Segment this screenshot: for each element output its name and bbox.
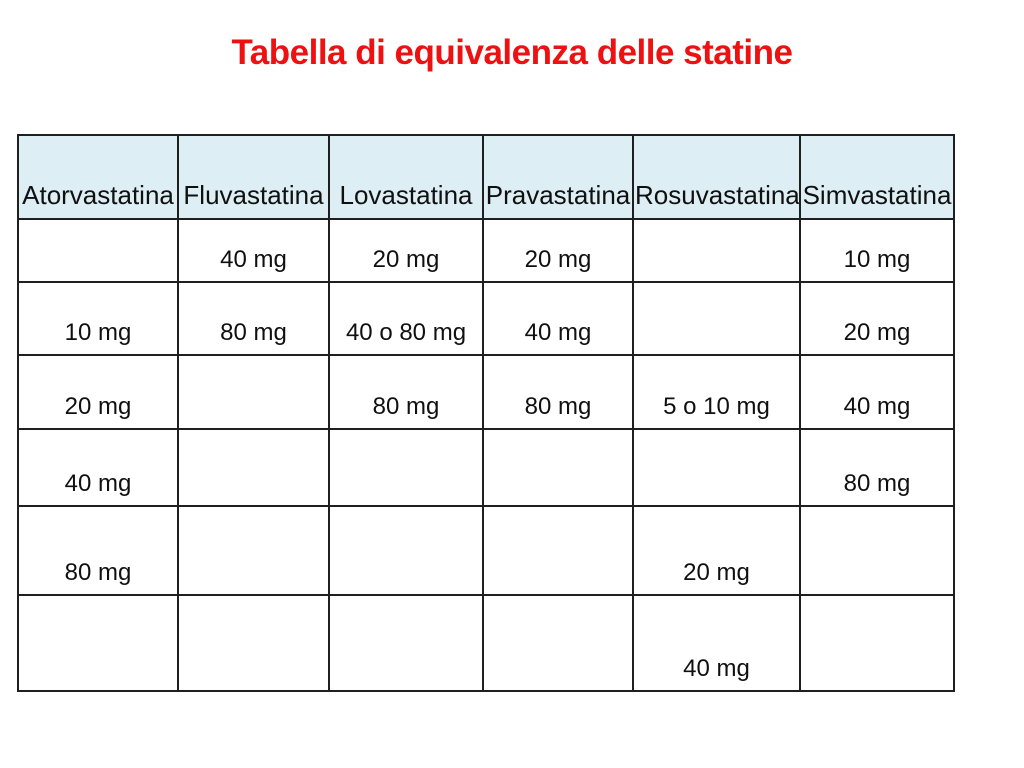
table-cell — [328, 428, 484, 507]
table-header-row: Atorvastatina Fluvastatina Lovastatina P… — [17, 134, 955, 220]
slide-title: Tabella di equivalenza delle statine — [231, 33, 794, 72]
table-body: 40 mg 20 mg 20 mg 10 mg 10 mg 80 mg 40 o… — [17, 218, 955, 692]
table-cell — [482, 594, 634, 692]
table-cell — [17, 218, 179, 283]
table-cell — [632, 428, 801, 507]
table-cell: 40 mg — [17, 428, 179, 507]
table-cell: 20 mg — [799, 281, 955, 356]
table-cell: 40 mg — [482, 281, 634, 356]
table-cell — [177, 428, 330, 507]
table-cell — [177, 354, 330, 430]
table-row: 80 mg 20 mg — [17, 505, 955, 596]
table-cell — [177, 594, 330, 692]
table-cell: 40 mg — [632, 594, 801, 692]
table-cell: 10 mg — [799, 218, 955, 283]
table-cell: 80 mg — [17, 505, 179, 596]
table-row: 20 mg 80 mg 80 mg 5 o 10 mg 40 mg — [17, 354, 955, 430]
table-cell — [17, 594, 179, 692]
statin-equivalence-table: Atorvastatina Fluvastatina Lovastatina P… — [17, 134, 955, 692]
table-cell — [799, 505, 955, 596]
table-cell: 80 mg — [177, 281, 330, 356]
column-header-fluvastatina: Fluvastatina — [177, 134, 330, 220]
table-cell: 40 mg — [177, 218, 330, 283]
table-row: 40 mg 20 mg 20 mg 10 mg — [17, 218, 955, 283]
table-cell — [482, 428, 634, 507]
table-cell — [632, 281, 801, 356]
table-cell: 40 o 80 mg — [328, 281, 484, 356]
column-header-rosuvastatina: Rosuvastatina — [632, 134, 801, 220]
table-row: 40 mg — [17, 594, 955, 692]
table-cell — [799, 594, 955, 692]
table-cell: 40 mg — [799, 354, 955, 430]
table-row: 40 mg 80 mg — [17, 428, 955, 507]
table-cell: 80 mg — [328, 354, 484, 430]
table-cell: 20 mg — [482, 218, 634, 283]
column-header-lovastatina: Lovastatina — [328, 134, 484, 220]
column-header-atorvastatina: Atorvastatina — [17, 134, 179, 220]
table-cell: 5 o 10 mg — [632, 354, 801, 430]
column-header-pravastatina: Pravastatina — [482, 134, 634, 220]
table-cell: 80 mg — [799, 428, 955, 507]
table-cell — [482, 505, 634, 596]
table-cell: 20 mg — [632, 505, 801, 596]
table-cell: 20 mg — [17, 354, 179, 430]
column-header-simvastatina: Simvastatina — [799, 134, 955, 220]
table-cell — [632, 218, 801, 283]
table-cell: 80 mg — [482, 354, 634, 430]
table-row: 10 mg 80 mg 40 o 80 mg 40 mg 20 mg — [17, 281, 955, 356]
table-cell — [328, 505, 484, 596]
table-cell — [177, 505, 330, 596]
table-cell: 10 mg — [17, 281, 179, 356]
table-cell — [328, 594, 484, 692]
table-cell: 20 mg — [328, 218, 484, 283]
